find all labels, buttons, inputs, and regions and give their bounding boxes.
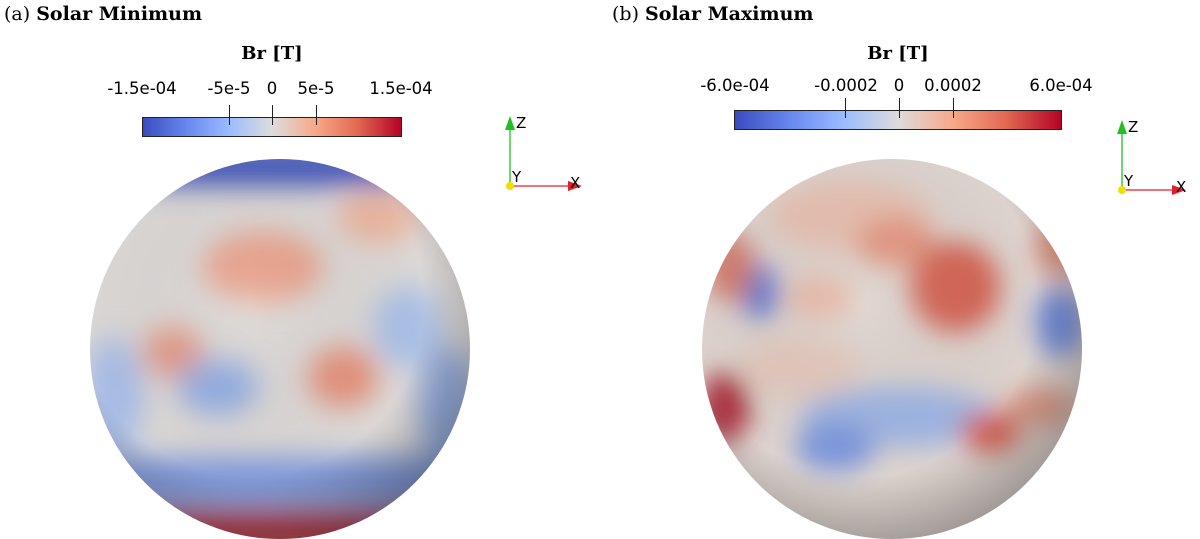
colorbar-tick-label-2: 0 bbox=[893, 76, 905, 95]
colorbar-tick-label-1: -5e-5 bbox=[207, 79, 251, 98]
axis-y-label: Y bbox=[1123, 172, 1134, 190]
caption-title: Solar Minimum bbox=[36, 3, 203, 25]
axis-z-label: Z bbox=[516, 114, 526, 132]
colorbar-tick-label-1: -0.0002 bbox=[814, 76, 878, 95]
colorbar-tick bbox=[272, 105, 273, 125]
colorbar-tick bbox=[229, 105, 230, 125]
colorbar-tick-label-0: -1.5e-04 bbox=[107, 79, 177, 98]
colorbar-tick-label-0: -6.0e-04 bbox=[700, 76, 770, 95]
panel-caption: (a) Solar Minimum bbox=[4, 3, 202, 25]
colorbar-title: Br [T] bbox=[241, 43, 303, 64]
colorbar-tick-label-3: 0.0002 bbox=[924, 76, 982, 95]
caption-prefix: (b) bbox=[612, 3, 639, 25]
caption-prefix: (a) bbox=[4, 3, 31, 25]
caption-title: Solar Maximum bbox=[645, 3, 814, 25]
sphere-render bbox=[702, 159, 1082, 539]
colorbar-tick bbox=[845, 98, 846, 118]
axes-orientation-triad: Z Y X bbox=[505, 114, 582, 192]
axis-x-label: X bbox=[570, 174, 580, 192]
axis-x-label: X bbox=[1176, 178, 1186, 196]
colorbar-gradient bbox=[734, 110, 1062, 130]
axes-orientation-triad: Z Y X bbox=[1117, 118, 1186, 196]
panel-solar-maximum: (b) Solar Maximum Br [T] -6.0e-04 -0.000… bbox=[608, 0, 1200, 539]
sphere-render bbox=[90, 159, 470, 539]
colorbar-tick bbox=[953, 98, 954, 118]
colorbar-title: Br [T] bbox=[867, 43, 929, 64]
axis-z-label: Z bbox=[1128, 118, 1138, 136]
panel-caption: (b) Solar Maximum bbox=[612, 3, 814, 25]
colorbar-tick-label-4: 6.0e-04 bbox=[1029, 76, 1093, 95]
panel-solar-minimum: (a) Solar Minimum Br [T] -1.5e-04 -5e-5 … bbox=[4, 3, 582, 539]
colorbar-tick bbox=[899, 98, 900, 118]
colorbar-tick-label-2: 0 bbox=[266, 79, 278, 98]
colorbar-tick-label-3: 5e-5 bbox=[297, 79, 335, 98]
colorbar-tick-label-4: 1.5e-04 bbox=[369, 79, 433, 98]
axis-y-label: Y bbox=[511, 168, 522, 186]
colorbar-tick bbox=[316, 105, 317, 125]
